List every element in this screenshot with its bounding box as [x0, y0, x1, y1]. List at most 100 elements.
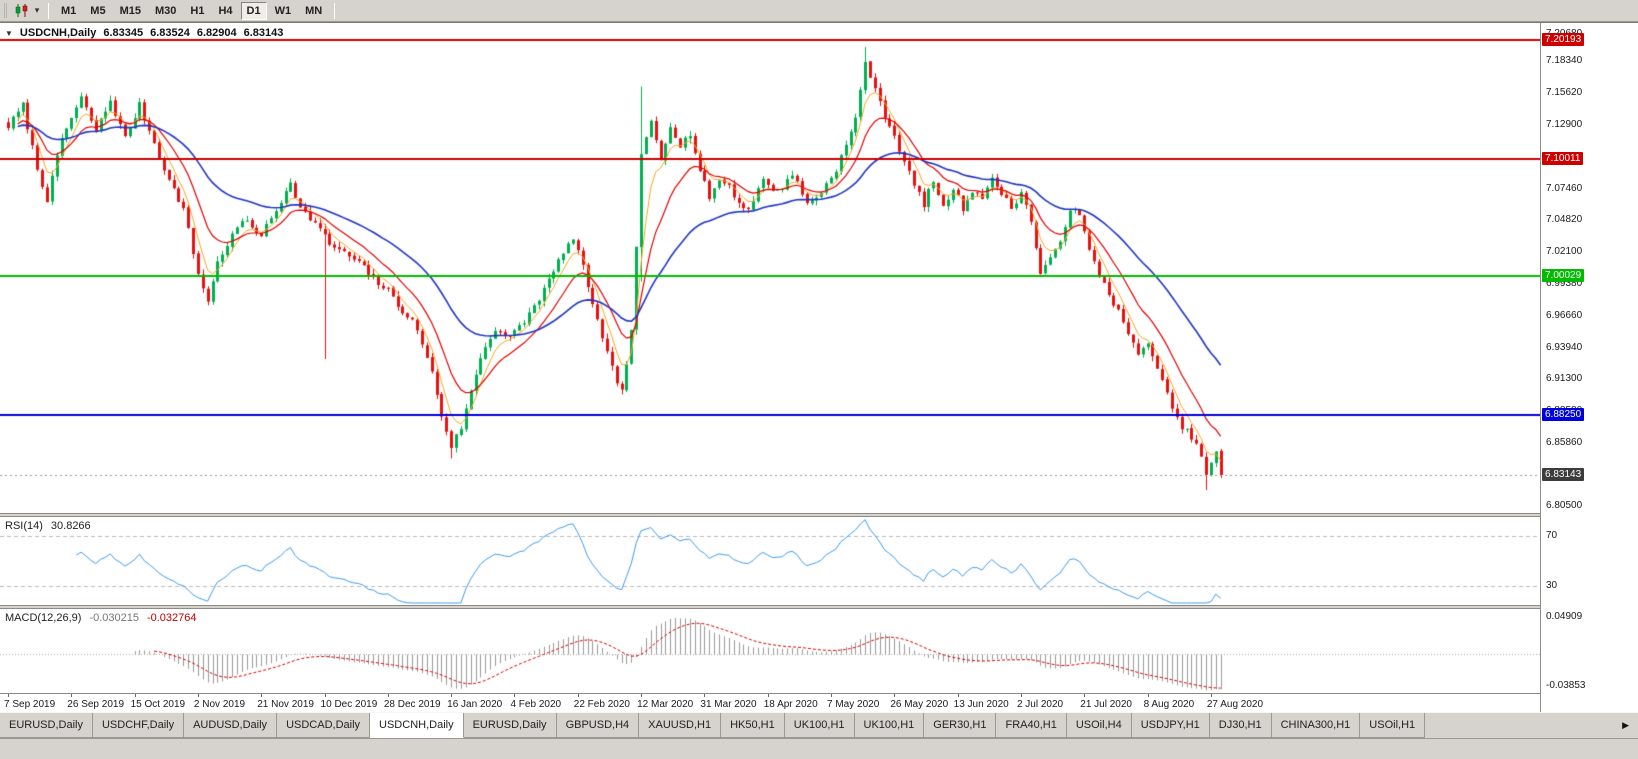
tab-hk50h1[interactable]: HK50,H1: [721, 713, 785, 738]
panel-splitter-2[interactable]: [0, 605, 1540, 609]
hline-price-tag: 7.00029: [1542, 269, 1585, 282]
tab-fra40h1[interactable]: FRA40,H1: [996, 713, 1067, 738]
date-label: 7 Sep 2019: [4, 699, 56, 710]
price-axis-label: 6.91300: [1546, 373, 1583, 384]
rsi-header: RSI(14) 30.8266: [5, 520, 91, 532]
macd-label: MACD(12,26,9): [5, 612, 82, 624]
date-label: 15 Oct 2019: [130, 699, 186, 710]
timeframe-mn[interactable]: MN: [305, 4, 323, 17]
hline-price-tag: 7.10011: [1542, 152, 1584, 165]
time-tick: [514, 694, 515, 697]
rsi-panel-canvas[interactable]: [0, 517, 1540, 605]
date-label: 26 May 2020: [890, 699, 949, 710]
tab-eurusddaily[interactable]: EURUSD,Daily: [463, 713, 557, 738]
tab-china300h1[interactable]: CHINA300,H1: [1271, 713, 1361, 738]
tab-usdcaddaily[interactable]: USDCAD,Daily: [277, 713, 371, 738]
tab-ger30h1[interactable]: GER30,H1: [924, 713, 997, 738]
timeframe-toolbar: ▾ M1 M5 M15 M30 H1 H4 D1 W1 MN: [0, 0, 1638, 22]
time-tick: [261, 694, 262, 697]
date-label: 10 Dec 2019: [320, 699, 378, 710]
toolbar-separator: [48, 2, 49, 19]
macd-header: MACD(12,26,9) -0.030215 -0.032764: [5, 612, 197, 624]
tab-gbpusdh4[interactable]: GBPUSD,H4: [556, 713, 640, 738]
tab-dj30h1[interactable]: DJ30,H1: [1209, 713, 1272, 738]
date-label: 27 Aug 2020: [1206, 699, 1264, 710]
time-tick: [831, 694, 832, 697]
price-axis-label: 7.12900: [1546, 119, 1583, 130]
rsi-value: 30.8266: [50, 520, 91, 532]
time-tick: [198, 694, 199, 697]
timeframe-m1[interactable]: M1: [61, 4, 77, 17]
candlestick-glyph: [15, 4, 28, 17]
timeframe-d1[interactable]: D1: [240, 1, 267, 20]
macd-panel-canvas[interactable]: [0, 609, 1540, 693]
tab-usdjpyh1[interactable]: USDJPY,H1: [1131, 713, 1210, 738]
tab-usdchfdaily[interactable]: USDCHF,Daily: [92, 713, 185, 738]
time-tick: [325, 694, 326, 697]
macd-axis-max-label: 0.04909: [1546, 611, 1583, 622]
time-tick: [768, 694, 769, 697]
date-label: 21 Nov 2019: [257, 699, 314, 710]
date-label: 2 Jul 2020: [1016, 699, 1064, 710]
date-label: 18 Apr 2020: [763, 699, 818, 710]
rsi-level-label: 30: [1546, 580, 1558, 591]
hline-price-tag: 7.20193: [1542, 33, 1585, 46]
time-tick: [958, 694, 959, 697]
time-tick: [1211, 694, 1212, 697]
tab-audusddaily[interactable]: AUDUSD,Daily: [184, 713, 278, 738]
tab-usoilh1[interactable]: USOil,H1: [1360, 713, 1426, 738]
tab-uk100h1[interactable]: UK100,H1: [854, 713, 925, 738]
rsi-label: RSI(14): [5, 520, 43, 532]
time-tick: [1021, 694, 1022, 697]
date-label: 26 Sep 2019: [67, 699, 125, 710]
time-tick: [641, 694, 642, 697]
timeframe-h1[interactable]: H1: [190, 4, 205, 17]
time-tick: [578, 694, 579, 697]
open-value: 6.83345: [103, 27, 144, 39]
timeframe-h4[interactable]: H4: [218, 4, 233, 17]
price-axis-label: 6.80500: [1546, 500, 1583, 511]
current-price-tag: 6.83143: [1542, 468, 1585, 481]
price-axis-label: 6.99380: [1546, 278, 1583, 289]
date-label: 12 Mar 2020: [637, 699, 694, 710]
symbol-name: USDCNH,Daily: [19, 27, 97, 39]
tab-uk100h1[interactable]: UK100,H1: [784, 713, 855, 738]
price-axis-label: 6.85860: [1546, 437, 1583, 448]
price-axis-label: 6.96660: [1546, 310, 1583, 321]
price-axis-label: 7.15620: [1546, 87, 1583, 98]
macd-signal-value: -0.032764: [146, 612, 197, 624]
time-axis[interactable]: 7 Sep 2019 26 Sep 2019 15 Oct 2019 2 Nov 20…: [0, 693, 1540, 713]
price-axis-label: 7.02100: [1546, 246, 1583, 257]
tab-usdcnhdaily[interactable]: USDCNH,Daily: [370, 713, 464, 738]
timeframe-m15[interactable]: M15: [119, 4, 141, 17]
date-label: 7 May 2020: [827, 699, 880, 710]
time-tick: [704, 694, 705, 697]
time-tick: [388, 694, 389, 697]
chart-type-dropdown-icon[interactable]: ▾: [34, 5, 40, 15]
date-label: 4 Feb 2020: [510, 699, 562, 710]
toolbar-grip: [4, 3, 9, 18]
timeframe-m5[interactable]: M5: [90, 4, 106, 17]
date-label: 21 Jul 2020: [1080, 699, 1132, 710]
time-tick: [8, 694, 9, 697]
chart-tabs: EURUSD,Daily USDCHF,Daily AUDUSD,Daily USDC…: [0, 712, 1638, 738]
tab-usoilh4[interactable]: USOil,H4: [1066, 713, 1132, 738]
panel-splitter[interactable]: [0, 513, 1540, 517]
date-label: 2 Nov 2019: [193, 699, 246, 710]
time-tick: [894, 694, 895, 697]
tab-scroll-right-icon[interactable]: ▶: [1622, 720, 1629, 730]
price-axis-label: 7.04820: [1546, 214, 1583, 225]
price-axis[interactable]: 7.206807.183407.156207.129007.101807.074…: [1540, 23, 1638, 713]
main-chart-canvas[interactable]: [0, 23, 1540, 513]
tab-xauusdh1[interactable]: XAUUSD,H1: [639, 713, 722, 738]
low-value: 6.82904: [196, 27, 237, 39]
chart-type-icon[interactable]: [13, 2, 31, 20]
tab-eurusddaily[interactable]: EURUSD,Daily: [0, 713, 93, 738]
timeframe-m30[interactable]: M30: [154, 4, 177, 17]
date-label: 16 Jan 2020: [447, 699, 503, 710]
time-tick: [1084, 694, 1085, 697]
header-collapse-icon[interactable]: ▼: [5, 28, 13, 38]
timeframe-w1[interactable]: W1: [274, 4, 292, 17]
time-tick: [1148, 694, 1149, 697]
